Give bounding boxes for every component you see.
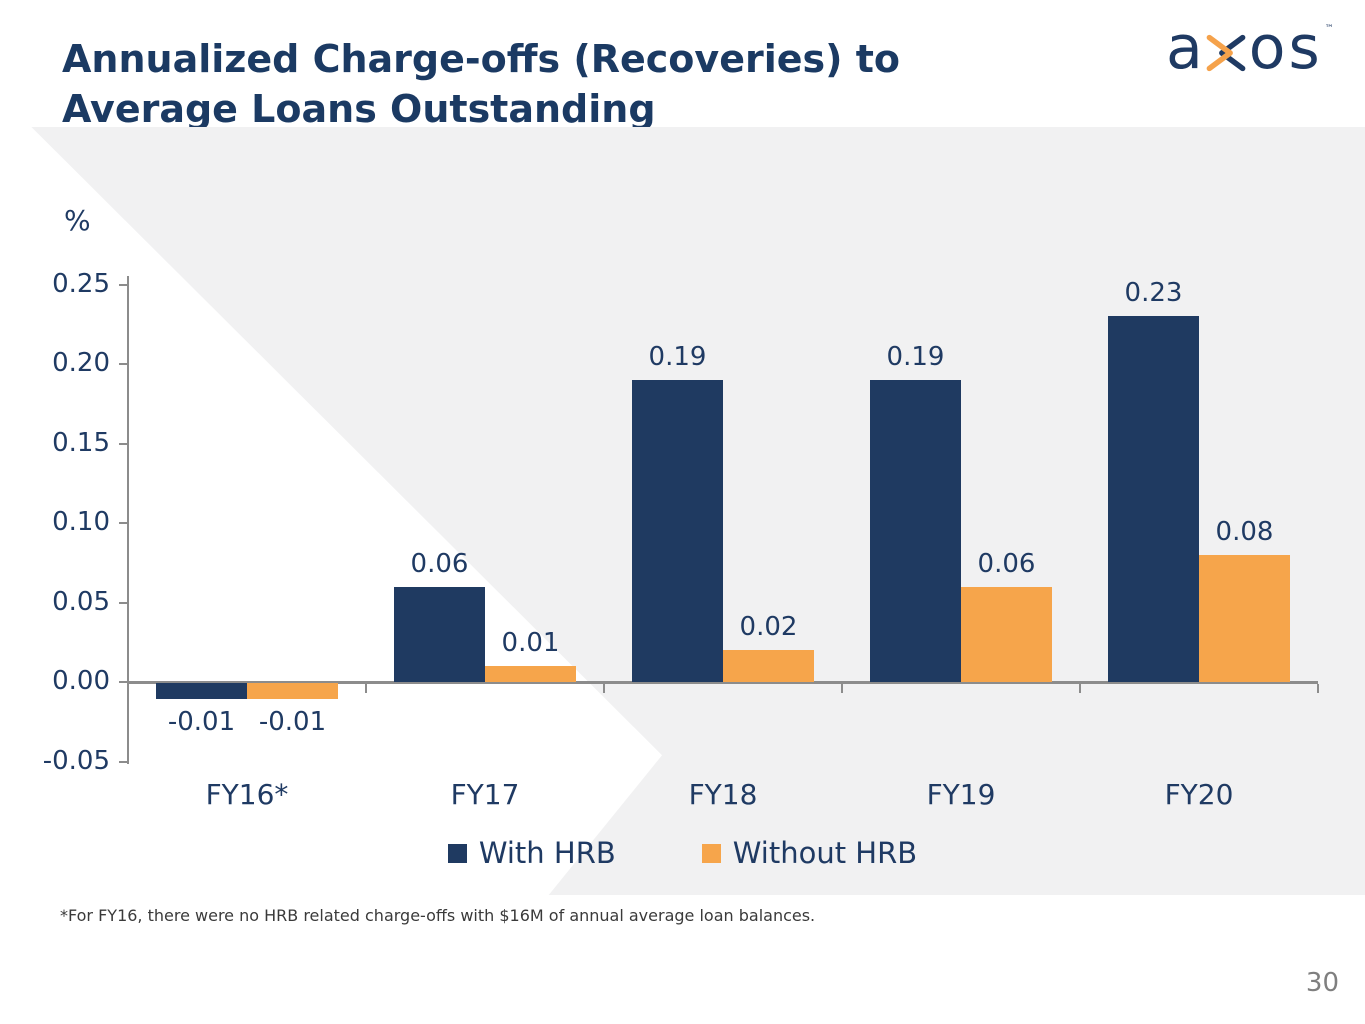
- bar-with-hrb: [156, 683, 247, 699]
- x-category-label: FY20: [1164, 778, 1234, 811]
- bar-value-label: 0.01: [501, 628, 560, 659]
- bar-without-hrb: [1199, 554, 1290, 682]
- legend-label-without-hrb: Without HRB: [732, 836, 918, 870]
- legend-item-without-hrb: Without HRB: [701, 836, 918, 870]
- chart-legend: With HRB Without HRB: [0, 836, 1365, 870]
- bar-without-hrb: [485, 666, 576, 682]
- x-axis-tick: [1317, 684, 1319, 693]
- legend-item-with-hrb: With HRB: [447, 836, 616, 870]
- legend-swatch-without-hrb: [701, 843, 721, 863]
- bar-value-label: -0.01: [167, 706, 236, 737]
- title-line-1: Annualized Charge-offs (Recoveries) to: [62, 37, 900, 81]
- y-axis-tick-label: 0.10: [52, 507, 110, 537]
- x-axis-tick: [127, 684, 129, 693]
- bar-value-label: 0.23: [1124, 278, 1183, 309]
- x-axis-tick: [841, 684, 843, 693]
- bar-with-hrb: [1108, 316, 1199, 682]
- bar-value-label: 0.02: [739, 612, 798, 643]
- y-axis-unit-label: %: [64, 204, 91, 237]
- title-line-2: Average Loans Outstanding: [62, 87, 656, 131]
- bar-value-label: 0.19: [886, 341, 945, 372]
- y-axis-tick-label: 0.20: [52, 348, 110, 378]
- y-axis-tick: [119, 442, 127, 445]
- y-axis-tick: [119, 522, 127, 524]
- y-axis-tick: [119, 601, 127, 604]
- y-axis-line: [127, 276, 129, 764]
- y-axis-tick-label: -0.05: [42, 745, 110, 776]
- logo-letter-a: a: [1166, 13, 1203, 83]
- page-number: 30: [1305, 968, 1339, 998]
- y-axis-tick: [119, 283, 127, 286]
- logo-trademark: ™: [1324, 24, 1334, 34]
- x-axis-tick: [365, 684, 367, 693]
- x-axis-tick: [603, 684, 605, 693]
- y-axis-tick-label: 0.05: [52, 586, 110, 617]
- x-category-label: FY19: [926, 778, 996, 811]
- bar-value-label: -0.01: [258, 706, 327, 737]
- bar-value-label: 0.19: [648, 341, 707, 372]
- bar-without-hrb: [961, 586, 1052, 682]
- bar-with-hrb: [394, 586, 485, 682]
- page-title: Annualized Charge-offs (Recoveries) to A…: [62, 34, 1042, 134]
- x-category-label: FY17: [450, 778, 520, 811]
- bar-without-hrb: [247, 683, 338, 699]
- bar-with-hrb: [632, 379, 723, 682]
- logo-x-icon: [1206, 34, 1246, 72]
- y-axis-tick: [119, 760, 127, 763]
- logo-letters-os: os: [1248, 13, 1323, 83]
- bar-value-label: 0.06: [410, 548, 469, 579]
- y-axis-tick-label: 0.00: [52, 666, 110, 696]
- legend-swatch-with-hrb: [447, 843, 467, 863]
- footnote: *For FY16, there were no HRB related cha…: [60, 906, 816, 925]
- y-axis-tick: [119, 363, 127, 365]
- y-axis-tick-label: 0.25: [52, 268, 110, 299]
- x-axis-line: [127, 681, 1318, 684]
- bar-value-label: 0.06: [977, 548, 1036, 579]
- x-category-label: FY18: [688, 778, 758, 811]
- bar-value-label: 0.08: [1215, 516, 1274, 547]
- x-axis-tick: [1079, 684, 1081, 693]
- bar-without-hrb: [723, 650, 814, 682]
- legend-label-with-hrb: With HRB: [478, 836, 616, 870]
- y-axis-tick-label: 0.15: [52, 427, 110, 458]
- x-category-label: FY16*: [205, 778, 289, 811]
- y-axis-tick: [119, 681, 127, 683]
- axos-logo: a os ™: [1166, 18, 1334, 78]
- bar-with-hrb: [870, 379, 961, 682]
